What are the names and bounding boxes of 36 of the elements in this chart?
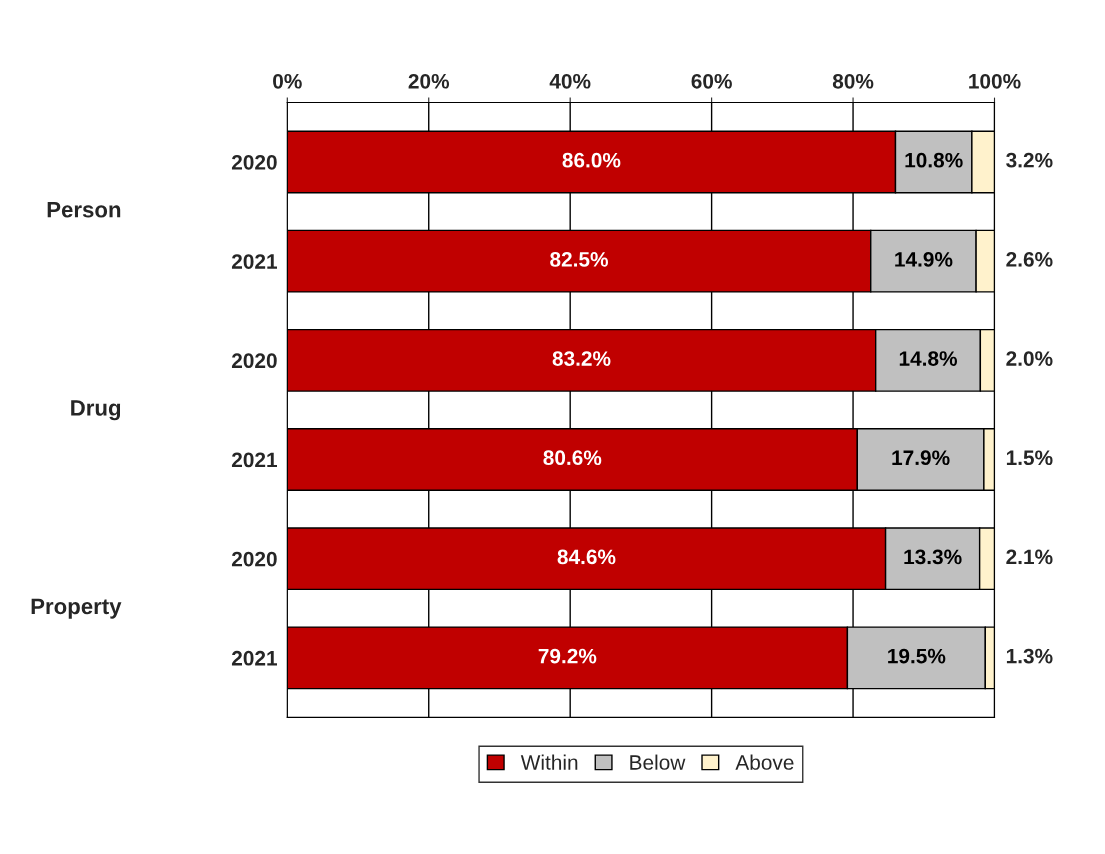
x-tick-label: 80% bbox=[832, 73, 874, 89]
y-tick-label: 2020 bbox=[231, 551, 277, 567]
x-tick-label: 20% bbox=[408, 73, 450, 89]
data-label: 1.3% bbox=[1006, 648, 1053, 664]
x-tick-label: 0% bbox=[273, 73, 302, 89]
x-tick-label: 100% bbox=[969, 73, 1021, 89]
data-label: 79.2% bbox=[538, 648, 597, 664]
legend-label: Above bbox=[735, 754, 794, 770]
y-tick-label: 2021 bbox=[231, 650, 277, 666]
data-label: 17.9% bbox=[892, 450, 950, 466]
y-tick-label: 2021 bbox=[231, 254, 277, 269]
y-tick-label: 2020 bbox=[231, 154, 277, 170]
data-label: 3.2% bbox=[1006, 152, 1053, 168]
data-label: 1.5% bbox=[1006, 450, 1053, 466]
data-label: 19.5% bbox=[888, 648, 946, 664]
text: Property bbox=[31, 598, 122, 619]
data-label: 13.3% bbox=[904, 549, 962, 565]
data-label: 84.6% bbox=[557, 549, 616, 565]
data-label: 2.1% bbox=[1006, 549, 1053, 565]
legend-label: Within bbox=[520, 754, 578, 770]
text: Drug bbox=[71, 400, 121, 421]
x-tick-label: 60% bbox=[691, 73, 732, 89]
y-tick-label: 2020 bbox=[231, 353, 277, 369]
data-label: 14.8% bbox=[899, 351, 958, 366]
x-tick-label: 40% bbox=[549, 73, 591, 89]
data-label: 86.0% bbox=[562, 152, 621, 168]
y-tick-label: 2021 bbox=[231, 452, 277, 468]
text: Person bbox=[47, 202, 121, 218]
data-label: 14.9% bbox=[895, 252, 953, 267]
data-label: 2.6% bbox=[1006, 252, 1053, 267]
data-label: 2.0% bbox=[1006, 351, 1053, 366]
data-label: 10.8% bbox=[905, 152, 963, 168]
data-label: 83.2% bbox=[552, 351, 611, 366]
legend-label: Below bbox=[630, 754, 686, 770]
data-label: 82.5% bbox=[550, 252, 609, 267]
data-label: 80.6% bbox=[543, 450, 602, 466]
